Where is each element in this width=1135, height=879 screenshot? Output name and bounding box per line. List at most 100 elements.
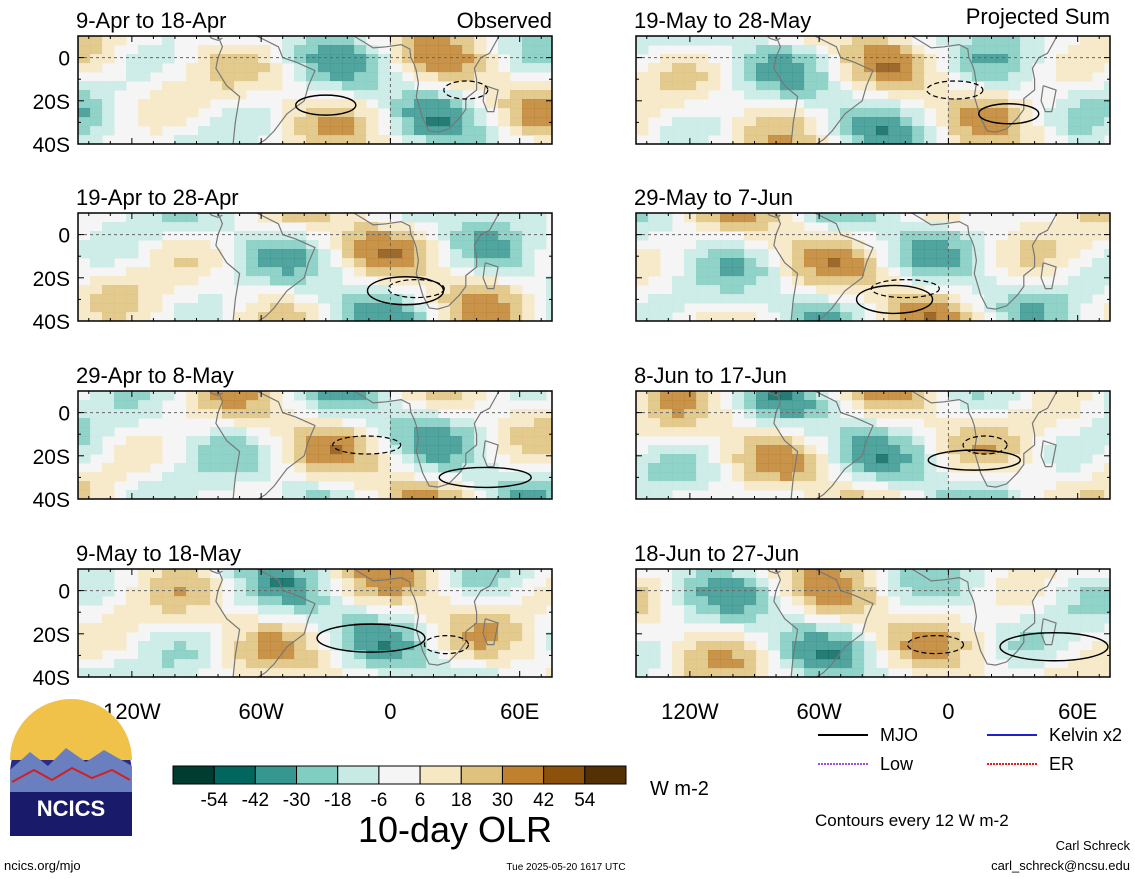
panel-period-label: 9-May to 18-May (76, 541, 241, 566)
olr-field (78, 569, 552, 677)
colorbar-swatch (254, 765, 298, 785)
colorbar-tick-label: 54 (574, 790, 596, 811)
panel-4: 9-May to 18-May 0 20S 40S (33, 541, 553, 690)
x-tick-label: 60E (1058, 699, 1097, 724)
colorbar-swatch (378, 765, 421, 785)
mjo-contour-negative (906, 634, 965, 655)
colorbar-swatch (213, 765, 256, 785)
panel-8: 18-Jun to 27-Jun (634, 541, 1111, 678)
y-tick-label: 0 (58, 403, 70, 426)
colorbar-swatch (460, 765, 503, 785)
colorbar-tick-label: -30 (283, 790, 310, 811)
mjo-contour-negative (962, 435, 1008, 455)
mjo-contour (855, 284, 934, 315)
mjo-contour (978, 103, 1040, 125)
colorbar-swatch (337, 765, 380, 785)
legend-label: ER (1049, 754, 1074, 774)
panel-frame (635, 212, 1111, 322)
y-tick-label: 0 (58, 48, 70, 71)
contour-note: Contours every 12 W m-2 (815, 811, 1009, 830)
panel-period-label: 9-Apr to 18-Apr (76, 8, 226, 33)
panel-frame (77, 35, 553, 145)
y-tick-label: 20S (33, 91, 70, 114)
panel-period-label: 18-Jun to 27-Jun (634, 541, 799, 566)
projected-label: Projected Sum (966, 4, 1110, 29)
units-label: W m-2 (650, 778, 709, 800)
colorbar-tick-label: -42 (242, 790, 269, 811)
panel-period-label: 29-May to 7-Jun (634, 185, 793, 210)
mjo-contour (438, 466, 532, 489)
mjo-contour-negative (926, 80, 984, 100)
olr-field (78, 36, 552, 144)
contour-legend: MJO Kelvin x2 Low ER (818, 725, 1122, 774)
panel-3: 29-Apr to 8-May 0 20S 40S (33, 363, 553, 512)
y-tick-label: 40S (33, 667, 70, 690)
legend-label: MJO (880, 725, 918, 745)
mjo-contour-negative (387, 279, 445, 299)
colorbar-swatch (172, 765, 215, 785)
site-url[interactable]: ncics.org/mjo (4, 858, 81, 873)
x-axis-right: 120W 60W 0 60E (661, 699, 1097, 724)
mjo-contour-negative (423, 634, 470, 655)
colorbar: -54 -42 -30 -18 -6 6 18 30 42 54 (172, 765, 627, 811)
timestamp: Tue 2025-05-20 1617 UTC (506, 862, 625, 873)
panel-period-label: 19-Apr to 28-Apr (76, 185, 239, 210)
legend-label: Low (880, 754, 914, 774)
colorbar-tick-label: -54 (200, 790, 228, 811)
x-tick-label: 60W (239, 699, 284, 724)
mjo-contour-negative (332, 435, 402, 455)
olr-field (78, 391, 552, 499)
panel-period-label: 19-May to 28-May (634, 8, 811, 33)
author-email[interactable]: carl_schreck@ncsu.edu (991, 858, 1130, 873)
y-tick-label: 20S (33, 446, 70, 469)
observed-label: Observed (457, 8, 552, 33)
panel-1: 9-Apr to 18-Apr 0 20S 40S (33, 8, 553, 157)
y-tick-label: 20S (33, 268, 70, 291)
mjo-contour (927, 449, 1021, 471)
panel-6: 29-May to 7-Jun (634, 185, 1111, 322)
mjo-contour-negative (870, 279, 940, 299)
x-axis-left: 120W 60W 0 60E (103, 699, 539, 724)
panel-frame (77, 568, 553, 678)
y-tick-label: 40S (33, 311, 70, 334)
x-tick-label: 0 (384, 699, 396, 724)
colorbar-swatch (584, 765, 627, 785)
colorbar-swatch (543, 765, 586, 785)
colorbar-tick-label: 30 (492, 790, 513, 811)
panel-7: 8-Jun to 17-Jun (634, 363, 1111, 500)
y-tick-label: 40S (33, 134, 70, 157)
panel-frame (635, 390, 1111, 500)
panel-frame (77, 390, 553, 500)
colorbar-tick-label: 18 (451, 790, 472, 811)
ncics-logo: NCICS (10, 699, 132, 836)
panel-frame (635, 35, 1111, 145)
legend-label: Kelvin x2 (1049, 725, 1122, 745)
chart-title: 10-day OLR (358, 809, 552, 850)
logo-text: NCICS (37, 796, 105, 821)
y-tick-label: 40S (33, 489, 70, 512)
panel-frame (77, 212, 553, 322)
y-tick-label: 0 (58, 225, 70, 248)
panel-period-label: 8-Jun to 17-Jun (634, 363, 787, 388)
y-tick-label: 20S (33, 624, 70, 647)
colorbar-tick-label: 42 (533, 790, 554, 811)
olr-field (636, 213, 1110, 321)
colorbar-tick-label: -6 (370, 790, 387, 811)
olr-field (636, 391, 1110, 499)
mjo-contour (295, 94, 357, 116)
olr-field (636, 36, 1110, 144)
panel-period-label: 29-Apr to 8-May (76, 363, 234, 388)
colorbar-tick-label: -18 (324, 790, 351, 811)
x-tick-label: 60W (797, 699, 842, 724)
mjo-contour (316, 623, 426, 653)
mjo-contour-negative (443, 80, 489, 100)
olr-field (636, 569, 1110, 677)
y-tick-label: 0 (58, 581, 70, 604)
colorbar-tick-label: 6 (415, 790, 426, 811)
panel-frame (635, 568, 1111, 678)
author: Carl Schreck (1056, 838, 1131, 853)
olr-field (78, 213, 552, 321)
mjo-contour (999, 632, 1109, 662)
